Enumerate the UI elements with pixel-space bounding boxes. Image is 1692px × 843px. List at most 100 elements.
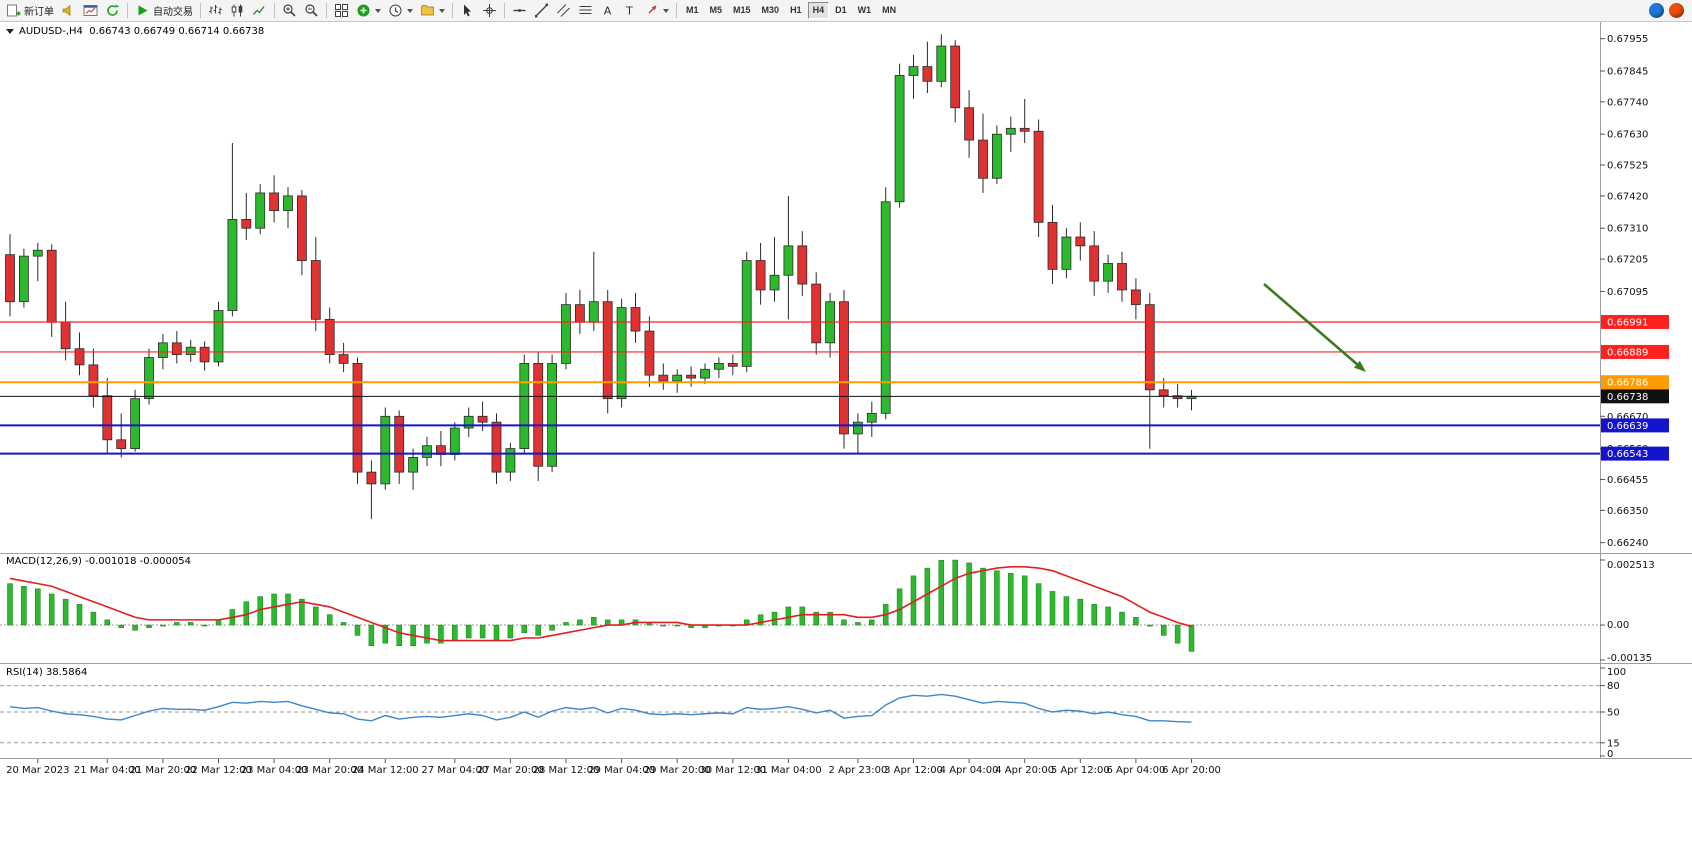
candle-body <box>255 192 266 229</box>
candle-body <box>352 363 363 473</box>
trendline-tool-button[interactable] <box>531 1 552 20</box>
candle-body <box>1144 304 1155 391</box>
macd-histogram-bar <box>479 624 486 639</box>
timeframe-w1-button[interactable]: W1 <box>853 2 877 19</box>
price-tick-label: 0.67845 <box>1607 67 1648 78</box>
candle-body <box>1172 395 1183 400</box>
candle-body <box>32 249 43 257</box>
candle-body <box>185 346 196 355</box>
line-chart-button[interactable] <box>249 1 270 20</box>
price-level-label-box <box>1601 375 1669 390</box>
macd-histogram-bar <box>563 622 569 626</box>
timeframe-h1-button[interactable]: H1 <box>785 2 807 19</box>
macd-histogram-bar <box>799 606 806 626</box>
time-tick-label: 27 Mar 04:00 <box>421 765 488 776</box>
candle-body <box>88 364 99 397</box>
svg-text:A: A <box>604 5 612 18</box>
candle-body <box>519 363 530 450</box>
toolbar-separator <box>200 3 201 18</box>
channel-tool-button[interactable] <box>553 1 574 20</box>
time-tick-label: 23 Mar 04:00 <box>241 765 308 776</box>
timeframe-m1-button[interactable]: M1 <box>681 2 704 19</box>
dropdown-caret-icon <box>439 8 445 13</box>
candle-body <box>894 75 905 203</box>
rsi-axis-label: 50 <box>1607 708 1620 719</box>
candle-body <box>338 354 349 364</box>
trend-arrow-line[interactable] <box>1263 283 1358 366</box>
candlestick-chart-button[interactable] <box>227 1 248 20</box>
bar-chart-button[interactable] <box>205 1 226 20</box>
cursor-arrow-icon <box>464 4 471 17</box>
chart-window-icon <box>83 5 98 16</box>
fibonacci-tool-button[interactable] <box>575 1 596 20</box>
candle-body <box>644 330 655 376</box>
community-icon[interactable] <box>1649 3 1664 18</box>
macd-histogram-bar <box>271 593 277 626</box>
periods-button[interactable] <box>385 1 416 20</box>
cursor-button[interactable] <box>457 1 478 20</box>
timeframe-d1-button[interactable]: D1 <box>830 2 852 19</box>
macd-histogram-bar <box>869 619 875 626</box>
new-order-button[interactable]: 新订单 <box>3 1 57 20</box>
timeframe-m5-button[interactable]: M5 <box>705 2 728 19</box>
macd-histogram-bar <box>521 624 528 634</box>
zoom-in-button[interactable] <box>279 1 300 20</box>
indicators-button[interactable] <box>353 1 384 20</box>
zoom-out-icon <box>305 4 318 17</box>
toolbar-right-group <box>1649 3 1689 18</box>
candle-body <box>408 457 419 473</box>
price-tick-label: 0.66455 <box>1607 475 1648 486</box>
crosshair-button[interactable] <box>479 1 500 20</box>
candle-body <box>741 260 752 367</box>
arrows-tool-button[interactable] <box>641 1 672 20</box>
candle-body <box>783 245 794 276</box>
timeframe-h4-button[interactable]: H4 <box>807 2 830 19</box>
zoom-out-button[interactable] <box>301 1 322 20</box>
tile-windows-button[interactable] <box>331 1 352 20</box>
chart-window-button[interactable] <box>80 1 101 20</box>
hline-tool-button[interactable] <box>509 1 530 20</box>
candle-body <box>60 321 71 350</box>
text-tool-icon: A <box>604 5 612 18</box>
notifications-icon[interactable] <box>1669 3 1684 18</box>
candle-body <box>575 304 585 323</box>
macd-histogram-bar <box>924 567 931 626</box>
toolbar-separator <box>676 3 677 18</box>
macd-histogram-bar <box>952 559 958 626</box>
new-order-icon <box>7 4 21 17</box>
timeframe-m15-button[interactable]: M15 <box>728 2 756 19</box>
auto-trading-button[interactable]: 自动交易 <box>132 1 196 20</box>
price-tick-label: 0.67525 <box>1607 161 1648 172</box>
timeframe-mn-button[interactable]: MN <box>877 2 901 19</box>
price-level-label: 0.66889 <box>1607 347 1648 358</box>
trend-arrow-head[interactable] <box>1353 360 1366 372</box>
candle-body <box>199 346 210 363</box>
candle-body <box>394 415 405 473</box>
timeframe-m30-button[interactable]: M30 <box>757 2 785 19</box>
macd-histogram-bar <box>549 624 555 631</box>
add-indicator-icon <box>357 4 370 17</box>
rsi-axis-label: 15 <box>1607 738 1620 749</box>
price-tick-label: 0.67420 <box>1607 191 1648 202</box>
chart-canvas[interactable]: 0.67955 0.67845 0.67740 0.67630 0.67525 0.674… <box>0 22 1692 843</box>
price-level-label: 0.66786 <box>1607 378 1648 389</box>
macd-histogram-bar <box>1021 575 1028 626</box>
macd-histogram-bar <box>1133 617 1139 626</box>
candle-body <box>1117 263 1127 291</box>
refresh-button[interactable] <box>102 1 123 20</box>
candle-body <box>505 448 516 473</box>
alerts-button[interactable] <box>58 1 79 20</box>
text-tool-button[interactable]: A <box>597 1 618 20</box>
toolbar-separator <box>127 3 128 18</box>
price-level-label: 0.66543 <box>1607 449 1648 460</box>
macd-histogram-bar <box>90 611 97 626</box>
time-tick-label: 29 Mar 20:00 <box>644 765 711 776</box>
price-level-label-box <box>1601 314 1669 329</box>
candle-body <box>463 415 474 429</box>
label-tool-button[interactable]: T <box>619 1 640 20</box>
candle-body <box>116 439 127 450</box>
toolbar-separator <box>452 3 453 18</box>
candle-body <box>964 107 974 141</box>
templates-button[interactable] <box>417 1 448 20</box>
candle-body <box>296 195 307 261</box>
